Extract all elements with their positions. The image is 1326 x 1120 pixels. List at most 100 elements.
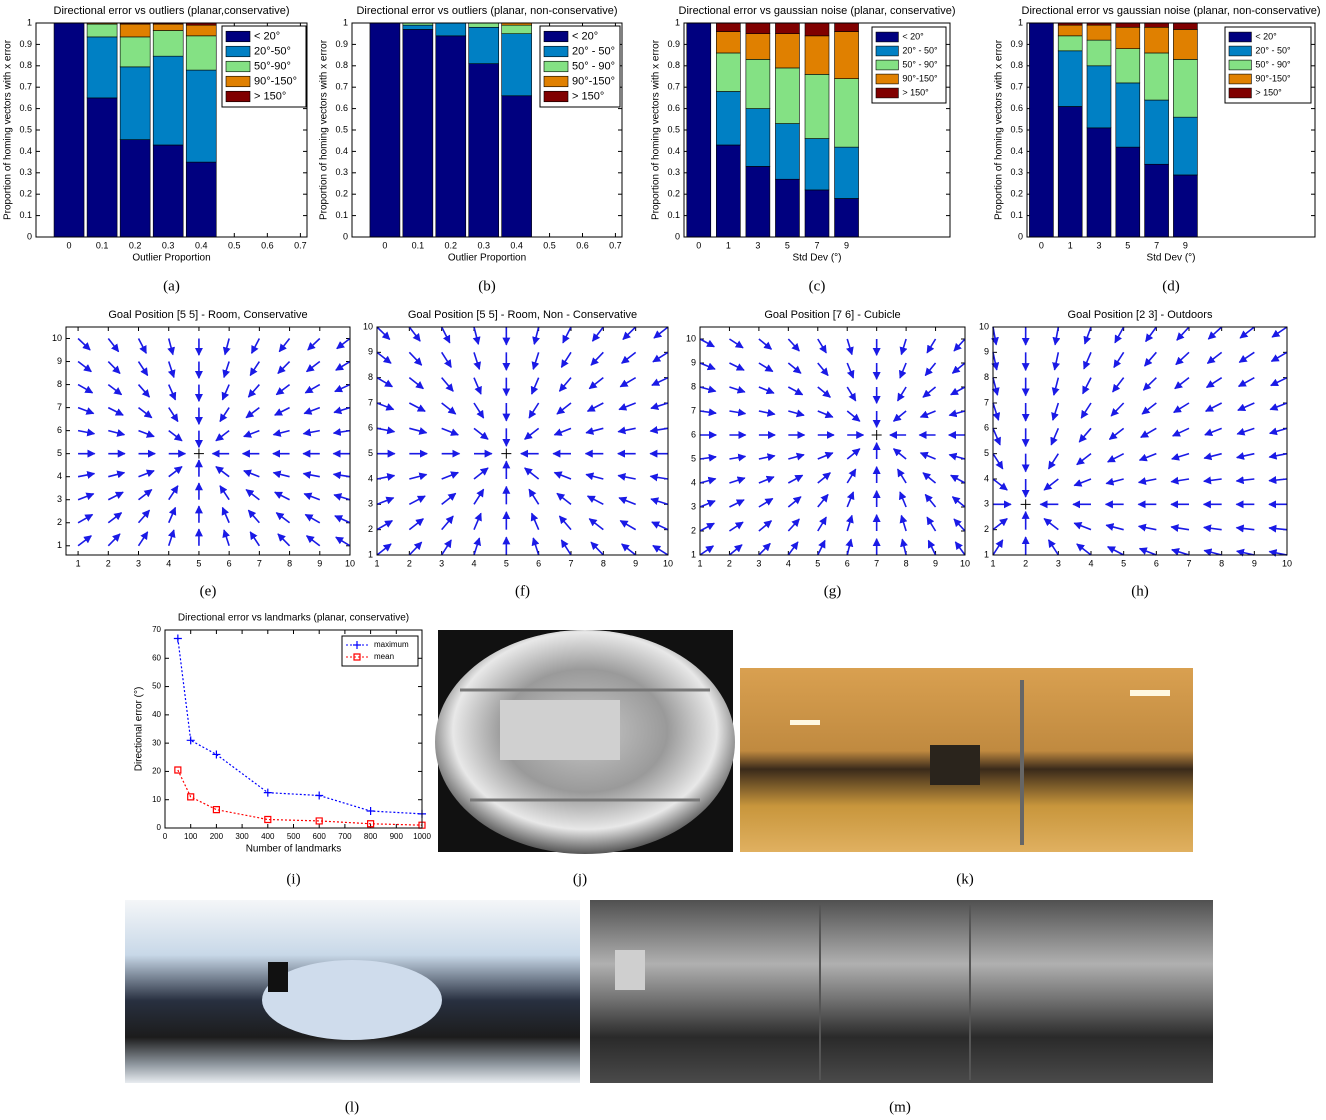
bar-segment <box>1087 25 1111 40</box>
y-axis-label: Proportion of homing vectors with x erro… <box>994 39 1005 220</box>
y-tick-label: 0 <box>1018 231 1023 241</box>
chart-title: Directional error vs landmarks (planar, … <box>178 613 409 624</box>
legend-label: 50° - 90° <box>572 60 615 72</box>
y-tick-label: 0.3 <box>19 167 32 177</box>
y-tick-label: 0 <box>343 231 348 241</box>
bar-segment <box>403 29 433 237</box>
caption: (h) <box>1131 583 1149 599</box>
x-tick-label: 0.7 <box>294 240 307 250</box>
caption: (a) <box>163 278 180 294</box>
x-tick-label: 4 <box>471 558 476 568</box>
y-tick-label: 0.9 <box>1010 39 1023 49</box>
y-tick-label: 30 <box>152 738 161 747</box>
legend-label: 20° - 50° <box>572 45 615 57</box>
x-tick-label: 8 <box>287 558 292 568</box>
bar-segment <box>1116 83 1140 147</box>
x-tick-label: 4 <box>1088 558 1093 568</box>
caption: (b) <box>478 278 496 294</box>
y-tick-label: 0.6 <box>335 103 348 113</box>
bar-segment <box>1116 27 1140 48</box>
bar-segment <box>835 32 859 79</box>
bar-segment <box>1173 29 1197 59</box>
chart-title: Directional error vs outliers (planar, n… <box>356 5 617 17</box>
bar-segment <box>1116 23 1140 27</box>
y-tick-label: 0.4 <box>335 146 348 156</box>
y-tick-label: 1 <box>1018 17 1023 27</box>
x-tick-label: 3 <box>439 558 444 568</box>
y-tick-label: 5 <box>984 448 989 458</box>
bar-segment <box>87 37 117 98</box>
y-tick-label: 0 <box>157 823 162 832</box>
y-tick-label: 2 <box>57 517 62 527</box>
legend-swatch <box>226 31 250 42</box>
legend-label: > 150° <box>254 90 286 102</box>
y-tick-label: 0.4 <box>667 146 680 156</box>
legend-swatch <box>1229 46 1251 56</box>
x-tick-label: 8 <box>601 558 606 568</box>
bar-segment <box>502 34 532 96</box>
x-tick-label: 6 <box>227 558 232 568</box>
legend-label: > 150° <box>902 87 929 97</box>
bar-segment <box>805 74 829 138</box>
y-tick-label: 1 <box>984 549 989 559</box>
bar-segment <box>120 67 150 140</box>
y-tick-label: 0.1 <box>335 210 348 220</box>
y-tick-label: 6 <box>57 425 62 435</box>
y-tick-label: 0.8 <box>667 60 680 70</box>
legend-label: maximum <box>374 640 409 649</box>
bar-segment <box>835 23 859 32</box>
x-tick-label: 9 <box>844 240 849 250</box>
bar-segment <box>153 30 183 56</box>
x-tick-label: 3 <box>1096 240 1101 250</box>
x-tick-label: 1 <box>1068 240 1073 250</box>
x-tick-label: 10 <box>663 558 673 568</box>
legend-label: < 20° <box>572 30 598 42</box>
x-tick-label: 8 <box>1219 558 1224 568</box>
y-tick-label: 1 <box>57 540 62 550</box>
x-tick-label: 0.5 <box>543 240 556 250</box>
y-tick-label: 1 <box>368 549 373 559</box>
x-tick-label: 0.2 <box>129 240 142 250</box>
x-tick-label: 100 <box>184 832 198 841</box>
y-tick-label: 3 <box>984 499 989 509</box>
legend-label: 90°-150° <box>1255 73 1291 83</box>
bar-segment <box>436 36 466 237</box>
x-tick-label: 1 <box>726 240 731 250</box>
x-tick-label: 600 <box>313 832 327 841</box>
bar-segment <box>775 179 799 237</box>
y-tick-label: 0.8 <box>1010 60 1023 70</box>
caption: (e) <box>200 583 217 599</box>
y-tick-label: 1 <box>675 17 680 27</box>
figure: (j) (k) (l) (m) Directional error vs out… <box>0 0 1326 1120</box>
bar-segment <box>716 91 740 145</box>
x-tick-label: 7 <box>568 558 573 568</box>
x-axis-label: Outlier Proportion <box>132 253 210 264</box>
legend-swatch <box>226 61 250 72</box>
chart-title: Goal Position [5 5] - Room, Conservative <box>108 309 307 321</box>
bar-segment <box>805 23 829 36</box>
legend-label: 20°-50° <box>254 45 291 57</box>
y-tick-label: 9 <box>368 347 373 357</box>
x-tick-label: 4 <box>166 558 171 568</box>
y-tick-label: 0.2 <box>1010 189 1023 199</box>
bar-segment <box>1058 25 1082 36</box>
x-tick-label: 6 <box>1154 558 1159 568</box>
photo-fisheye <box>435 630 735 854</box>
y-tick-label: 20 <box>152 767 161 776</box>
bar-segment <box>1173 59 1197 117</box>
y-tick-label: 4 <box>57 471 62 481</box>
bar-segment <box>1058 36 1082 51</box>
chart-title: Directional error vs gaussian noise (pla… <box>679 5 956 17</box>
bar-segment <box>775 124 799 180</box>
y-tick-label: 0.9 <box>335 39 348 49</box>
y-tick-label: 0.8 <box>335 60 348 70</box>
caption: (c) <box>809 278 826 294</box>
legend-swatch <box>876 32 898 42</box>
y-tick-label: 8 <box>368 372 373 382</box>
y-tick-label: 9 <box>57 356 62 366</box>
x-axis-label: Number of landmarks <box>246 844 342 855</box>
y-tick-label: 2 <box>691 525 696 535</box>
photo-office-panorama <box>125 900 580 1083</box>
legend-label: > 150° <box>1255 87 1282 97</box>
bar-segment <box>120 37 150 67</box>
